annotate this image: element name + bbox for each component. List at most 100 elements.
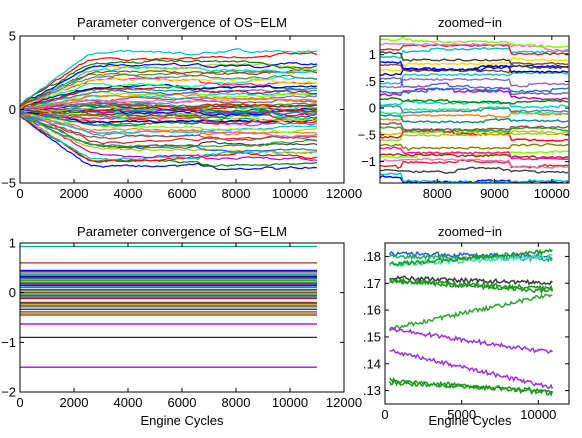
- sg-zoom-series-line: [389, 293, 553, 332]
- plot-frame: [384, 242, 570, 405]
- os-zoom-series-line: [379, 149, 569, 159]
- y-tick-label: 5: [9, 29, 16, 44]
- panel-os-elm-series: [19, 48, 318, 171]
- panel-os-elm-axes: 0 2000 4000 6000 8000 10000 12000−505: [1, 29, 362, 202]
- x-tick-label: 0: [16, 395, 23, 410]
- os-elm-series-line: [19, 83, 318, 107]
- y-tick-label: 0: [9, 102, 16, 117]
- os-elm-series-line: [19, 61, 318, 106]
- os-elm-series-line: [19, 114, 318, 171]
- x-tick-label: 0: [381, 407, 388, 422]
- panel-sg-elm-title: Parameter convergence of SG−ELM: [77, 224, 287, 239]
- os-zoom-series-line: [379, 64, 569, 77]
- x-tick-label: 4000: [114, 395, 143, 410]
- os-elm-series-line: [19, 70, 318, 107]
- y-tick-label: .15: [363, 329, 381, 344]
- os-zoom-series-line: [379, 110, 569, 121]
- x-tick-label: 4000: [114, 186, 143, 201]
- os-elm-series-line: [19, 108, 318, 136]
- os-elm-series-line: [19, 48, 318, 106]
- os-zoom-series-line: [379, 47, 569, 59]
- panel-os-zoom-series: [379, 35, 569, 184]
- sg-zoom-series-line: [389, 277, 554, 293]
- os-zoom-series-line: [379, 57, 569, 72]
- x-tick-label: 10000: [272, 186, 308, 201]
- y-tick-label: 1: [369, 47, 376, 62]
- y-tick-label: 1: [9, 236, 16, 251]
- os-elm-series-line: [19, 51, 318, 107]
- os-elm-series-line: [19, 88, 317, 108]
- x-tick-label: 6000: [168, 395, 197, 410]
- y-tick-label: −1: [361, 154, 376, 169]
- sg-zoom-series-line: [389, 275, 553, 286]
- os-zoom-series-line: [379, 106, 569, 115]
- panel-os-zoom-axes: 8000 9000 10000 −1 −.5 0 .5 1: [358, 35, 570, 201]
- y-tick-label: .13: [363, 383, 381, 398]
- x-tick-label: 12000: [326, 186, 362, 201]
- x-tick-label: 8000: [222, 186, 251, 201]
- panel-sg-zoom: zoomed−in Engine Cycles 0 5000 10000 .13 .14…: [363, 224, 570, 428]
- y-tick-label: −2: [1, 385, 16, 400]
- x-tick-label: 8000: [222, 395, 251, 410]
- os-zoom-series-line: [379, 130, 569, 137]
- panel-sg-zoom-xlabel: Engine Cycles: [428, 413, 512, 428]
- os-elm-series-line: [19, 108, 318, 134]
- x-tick-label: 12000: [326, 395, 362, 410]
- panel-os-zoom: zoomed−in 8000 9000 10000 −1 −.5 0 .5 1: [358, 15, 570, 201]
- x-tick-label: 2000: [60, 186, 89, 201]
- os-elm-series-line: [19, 112, 318, 153]
- os-zoom-series-line: [379, 146, 569, 161]
- os-zoom-series-line: [379, 122, 569, 132]
- sg-zoom-series-line: [388, 250, 553, 260]
- y-tick-label: −5: [1, 176, 16, 191]
- plot-frame: [19, 242, 345, 393]
- y-tick-label: 0: [9, 285, 16, 300]
- y-tick-label: .16: [363, 303, 381, 318]
- sg-zoom-series-line: [388, 379, 553, 393]
- os-elm-series-line: [19, 109, 318, 148]
- panel-sg-elm-series: [20, 245, 317, 368]
- y-tick-label: −.5: [358, 127, 376, 142]
- os-zoom-series-line: [379, 152, 569, 160]
- os-zoom-series-line: [379, 105, 569, 114]
- panel-sg-zoom-axes: 0 5000 10000 .13 .14 .15 .16 .17 .18: [363, 242, 570, 422]
- os-zoom-series-line: [379, 76, 569, 96]
- os-zoom-series-line: [379, 77, 569, 89]
- y-tick-label: .14: [363, 356, 381, 371]
- x-tick-label: 0: [16, 186, 23, 201]
- sg-zoom-series-line: [389, 248, 553, 267]
- sg-zoom-series-line: [389, 348, 554, 390]
- panel-os-zoom-title: zoomed−in: [438, 15, 502, 30]
- os-elm-series-line: [19, 109, 318, 124]
- os-zoom-series-line: [380, 166, 569, 174]
- os-elm-series-line: [19, 110, 318, 142]
- y-tick-label: .5: [365, 74, 376, 89]
- y-tick-label: 0: [369, 101, 376, 116]
- os-zoom-series-line: [379, 113, 569, 124]
- os-zoom-series-line: [379, 87, 569, 95]
- os-zoom-series-line: [379, 50, 569, 69]
- plot-frame: [379, 35, 570, 184]
- x-tick-label: 8000: [423, 186, 452, 201]
- x-tick-label: 6000: [168, 186, 197, 201]
- panel-sg-zoom-series: [388, 248, 554, 397]
- y-tick-label: −1: [1, 335, 16, 350]
- os-zoom-series-line: [380, 97, 569, 105]
- os-elm-series-line: [19, 77, 318, 109]
- os-elm-series-line: [19, 113, 318, 161]
- os-zoom-series-line: [379, 43, 569, 56]
- y-tick-label: .18: [363, 249, 381, 264]
- os-elm-series-line: [19, 109, 317, 126]
- os-zoom-series-line: [379, 71, 569, 85]
- x-tick-label: 5000: [447, 407, 476, 422]
- panel-sg-elm: Parameter convergence of SG−ELM Engine C…: [1, 224, 362, 428]
- os-zoom-series-line: [379, 35, 569, 49]
- panel-sg-elm-axes: 0 2000 4000 6000 8000 10000 12000 −2 −1 0 1: [1, 236, 362, 411]
- panel-os-elm-title: Parameter convergence of OS−ELM: [77, 15, 287, 30]
- panel-sg-zoom-title: zoomed−in: [438, 224, 502, 239]
- panel-os-elm: Parameter convergence of OS−ELM 0 2000 400…: [1, 15, 362, 201]
- os-elm-series-line: [19, 111, 318, 167]
- sg-zoom-series-line: [388, 326, 553, 354]
- os-elm-series-line: [19, 73, 318, 106]
